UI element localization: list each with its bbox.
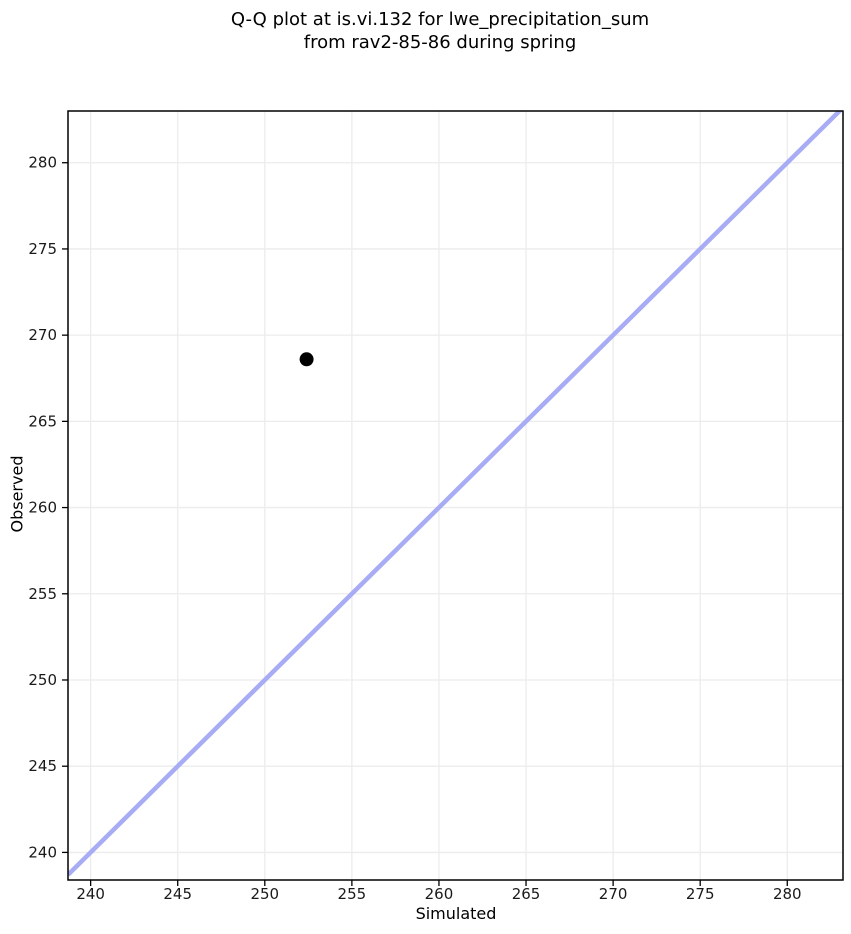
y-tick-label: 275 bbox=[28, 240, 57, 258]
x-tick-label: 275 bbox=[686, 885, 715, 903]
x-tick-label: 280 bbox=[773, 885, 802, 903]
x-tick-label: 265 bbox=[512, 885, 541, 903]
identity-line bbox=[68, 111, 843, 877]
chart-title-line2: from rav2-85-86 during spring bbox=[303, 32, 577, 53]
x-tick-label: 250 bbox=[250, 885, 279, 903]
x-tick-label: 260 bbox=[425, 885, 454, 903]
x-tick-label: 255 bbox=[338, 885, 367, 903]
y-tick-label: 270 bbox=[28, 326, 57, 344]
y-tick-label: 245 bbox=[28, 757, 57, 775]
y-tick-label: 260 bbox=[28, 499, 57, 517]
y-tick-label: 240 bbox=[28, 843, 57, 861]
y-tick-label: 280 bbox=[28, 154, 57, 172]
x-tick-label: 270 bbox=[599, 885, 628, 903]
data-point bbox=[299, 352, 314, 367]
y-tick-label: 265 bbox=[28, 412, 57, 430]
y-axis-label: Observed bbox=[7, 455, 27, 533]
chart-title-line1: Q-Q plot at is.vi.132 for lwe_precipitat… bbox=[230, 9, 650, 30]
x-axis-label: Simulated bbox=[415, 904, 497, 923]
x-tick-label: 240 bbox=[76, 885, 105, 903]
x-tick-label: 245 bbox=[163, 885, 192, 903]
y-tick-label: 255 bbox=[28, 585, 57, 603]
y-tick-label: 250 bbox=[28, 671, 57, 689]
chart-title: Q-Q plot at is.vi.132 for lwe_precipitat… bbox=[90, 8, 790, 54]
axes-spines bbox=[67, 110, 844, 881]
axes-background bbox=[68, 111, 843, 880]
